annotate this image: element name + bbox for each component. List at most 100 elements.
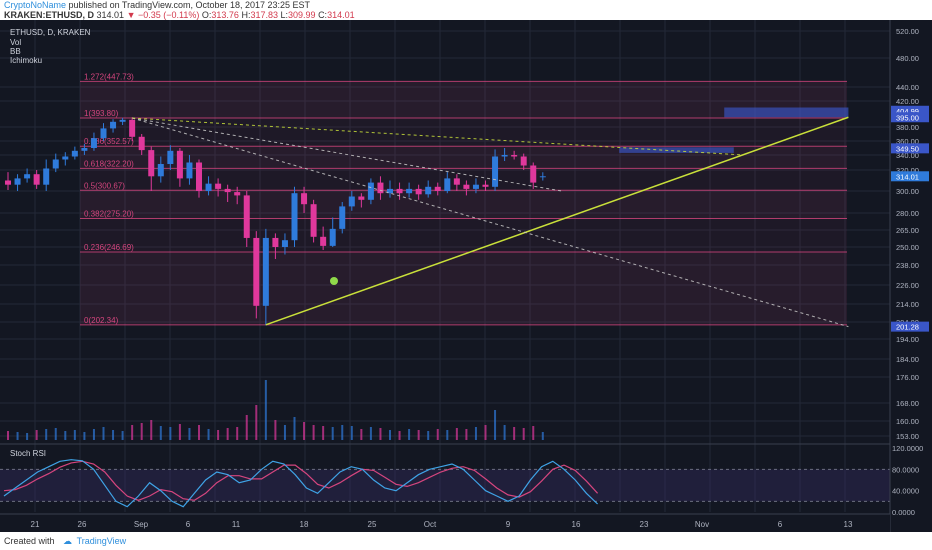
candle-body bbox=[52, 159, 59, 169]
author-link[interactable]: CryptoNoName bbox=[4, 0, 67, 10]
candle-body bbox=[129, 119, 136, 137]
candle-body bbox=[272, 237, 279, 247]
volume-bar bbox=[159, 426, 162, 440]
fib-label: 0.236(246.69) bbox=[84, 243, 134, 252]
volume-bar bbox=[513, 427, 516, 440]
price-marker-bg bbox=[891, 112, 929, 123]
price-tick: 520.00 bbox=[896, 27, 919, 36]
volume-bar bbox=[427, 431, 430, 440]
tradingview-logo-icon[interactable]: ☁ bbox=[63, 536, 73, 546]
candle-body bbox=[110, 121, 117, 129]
candle-body bbox=[243, 195, 250, 238]
time-tick: 23 bbox=[640, 520, 649, 529]
candle-body bbox=[434, 186, 441, 191]
price-tick: 160.00 bbox=[896, 417, 919, 426]
candle-body bbox=[348, 196, 355, 207]
volume-bar bbox=[369, 427, 372, 440]
price-tick: 194.00 bbox=[896, 335, 919, 344]
candle-body bbox=[71, 150, 78, 157]
volume-bar bbox=[112, 430, 115, 440]
candle-body bbox=[453, 178, 460, 185]
fib-label: 1(393.80) bbox=[84, 109, 119, 118]
tradingview-link[interactable]: TradingView bbox=[76, 536, 127, 546]
footer-bar: Created with ☁ TradingView bbox=[0, 532, 932, 550]
candle-body bbox=[329, 228, 336, 246]
candle-body bbox=[119, 119, 126, 122]
fib-band bbox=[80, 251, 847, 325]
price-marker: 349.50 bbox=[896, 144, 919, 153]
ohlc-line: KRAKEN:ETHUSD, D 314.01 ▼ −0.35 (−0.11%)… bbox=[4, 10, 355, 20]
created-label: Created with bbox=[4, 536, 55, 546]
volume-bar bbox=[45, 429, 48, 440]
time-tick: 26 bbox=[78, 520, 87, 529]
price-marker: 201.28 bbox=[896, 323, 919, 332]
low-value: 309.99 bbox=[288, 10, 316, 20]
rsi-band bbox=[0, 469, 890, 502]
volume-bar bbox=[379, 428, 382, 440]
volume-bar bbox=[54, 428, 57, 440]
time-tick: 11 bbox=[232, 520, 241, 529]
axis-background bbox=[890, 20, 932, 532]
candle-body bbox=[281, 240, 288, 247]
volume-bar bbox=[102, 427, 105, 440]
time-tick: Nov bbox=[695, 520, 709, 529]
candle-body bbox=[406, 188, 413, 194]
volume-bar bbox=[188, 428, 191, 440]
time-tick: Oct bbox=[424, 520, 437, 529]
candle-body bbox=[472, 184, 479, 189]
candle-body bbox=[5, 180, 11, 185]
rsi-tick: 120.0000 bbox=[892, 444, 923, 453]
price-tick: 340.00 bbox=[896, 151, 919, 160]
candle-body bbox=[215, 183, 222, 189]
candle-body bbox=[377, 182, 384, 194]
fib-label: 0.618(322.20) bbox=[84, 159, 134, 168]
dashed-trendline bbox=[132, 117, 562, 192]
publish-info: published on TradingView.com, October 18… bbox=[68, 0, 311, 10]
volume-bar bbox=[312, 425, 315, 440]
last-price: 314.01 bbox=[96, 10, 125, 20]
volume-bar bbox=[283, 425, 286, 440]
volume-bar bbox=[236, 427, 239, 440]
price-tick: 280.00 bbox=[896, 209, 919, 218]
candle-body bbox=[387, 188, 393, 194]
volume-bar bbox=[474, 427, 477, 440]
header-bar: CryptoNoName published on TradingView.co… bbox=[0, 0, 932, 20]
candle-body bbox=[157, 164, 164, 177]
signal-dot bbox=[330, 277, 338, 285]
volume-bar bbox=[350, 426, 353, 440]
price-tick: 168.00 bbox=[896, 399, 919, 408]
price-marker-bg bbox=[891, 321, 929, 332]
time-tick: 6 bbox=[186, 520, 191, 529]
volume-bar bbox=[274, 420, 277, 440]
time-axis-background bbox=[0, 514, 890, 532]
price-axis: 520.00 480.00 440.00 420.00 380.00 360.00 340.… bbox=[889, 20, 932, 532]
volume-bar bbox=[226, 428, 229, 440]
volume-bar bbox=[198, 425, 200, 440]
fib-band bbox=[80, 168, 847, 191]
trendline bbox=[265, 116, 849, 326]
volume-bar bbox=[436, 429, 439, 440]
volume-bar bbox=[207, 429, 210, 440]
candle-body bbox=[24, 174, 31, 179]
candle-body bbox=[367, 182, 374, 200]
volume-bar bbox=[494, 410, 497, 440]
volume-bar bbox=[398, 431, 401, 440]
price-tick: 153.00 bbox=[896, 432, 919, 441]
candle-body bbox=[291, 193, 298, 241]
price-tick: 176.00 bbox=[896, 373, 919, 382]
price-tick: 226.00 bbox=[896, 281, 919, 290]
high-label: H: bbox=[241, 10, 251, 20]
time-tick: 13 bbox=[844, 520, 853, 529]
volume-bar bbox=[541, 432, 544, 440]
price-tick: 420.00 bbox=[896, 97, 919, 106]
price-chart[interactable]: 1.272(447.73) 1(393.80) 0.786(352.57) 0.618… bbox=[0, 20, 932, 532]
volume-bar bbox=[26, 433, 29, 440]
fib-band bbox=[80, 118, 847, 147]
volume-bar bbox=[92, 429, 95, 440]
price-tick: 238.00 bbox=[896, 261, 919, 270]
open-label: O: bbox=[201, 10, 212, 20]
volume-bar bbox=[245, 415, 248, 440]
volume-bar bbox=[303, 422, 306, 440]
price-tick: 360.00 bbox=[896, 137, 919, 146]
candle-body bbox=[310, 204, 317, 237]
